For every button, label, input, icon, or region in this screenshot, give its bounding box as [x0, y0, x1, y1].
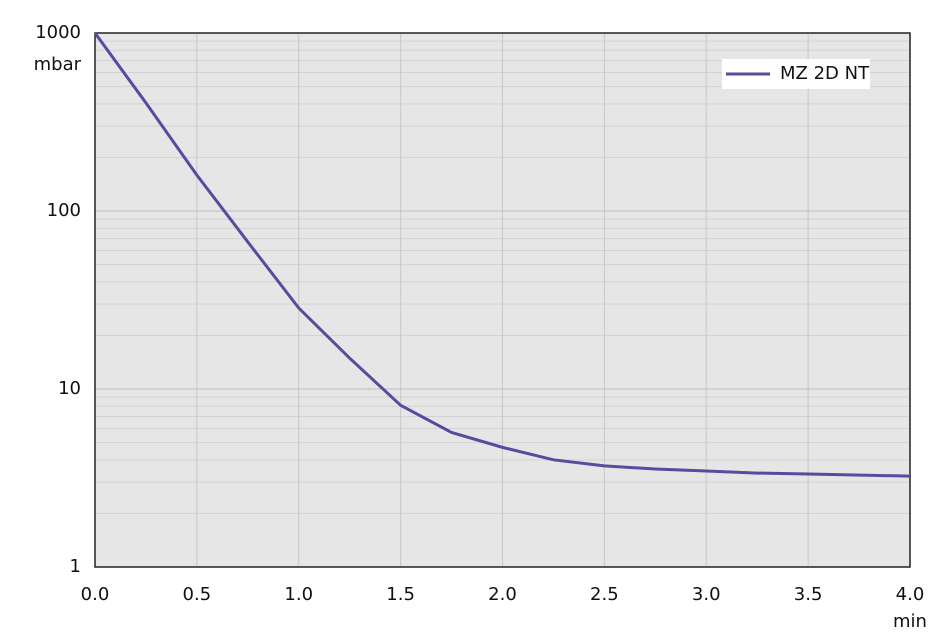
y-tick-label: 10 — [58, 378, 81, 399]
y-tick-label: 100 — [47, 200, 81, 221]
line — [93, 32, 911, 478]
y-tick-label: 1 — [70, 556, 81, 577]
y-axis-label: mbar — [34, 54, 82, 75]
x-tick-label: 2.0 — [488, 584, 517, 605]
x-tick-label: 0.0 — [81, 584, 110, 605]
legend-label: MZ 2D NT — [780, 63, 870, 84]
y-tick-label: 1000 — [35, 22, 81, 43]
x-tick-label: 1.5 — [386, 584, 415, 605]
x-tick-label: 2.5 — [590, 584, 619, 605]
x-tick-label: 0.5 — [183, 584, 212, 605]
x-tick-label: 3.5 — [794, 584, 823, 605]
x-tick-label: 3.0 — [692, 584, 721, 605]
x-tick-label: 4.0 — [896, 584, 925, 605]
x-tick-label: 1.0 — [284, 584, 313, 605]
x-axis-label: min — [893, 611, 927, 632]
plot-frame — [94, 32, 911, 568]
